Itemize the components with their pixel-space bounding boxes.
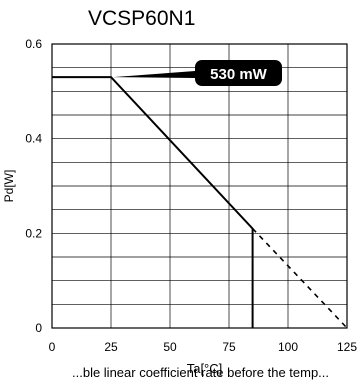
grid xyxy=(52,44,347,328)
x-ticks: 0 25 50 75 100 125 xyxy=(49,340,357,354)
x-tick-label: 125 xyxy=(337,340,357,354)
y-tick-label: 0.2 xyxy=(25,226,42,240)
callout-pointer xyxy=(113,71,195,78)
callout-box xyxy=(195,60,282,86)
annotation: 530 mW xyxy=(113,60,282,86)
series-line-solid xyxy=(52,76,254,328)
caption-fragment: ...ble linear coefficient rate before th… xyxy=(72,365,330,380)
series xyxy=(52,76,348,329)
y-tick-label: 0.6 xyxy=(25,37,42,51)
x-tick-label: 100 xyxy=(278,340,298,354)
x-tick-label: 50 xyxy=(163,340,177,354)
y-tick-label: 0 xyxy=(35,321,42,335)
y-ticks: 0 0.2 0.4 0.6 xyxy=(25,37,42,335)
callout-label: 530 mW xyxy=(210,66,268,83)
x-tick-label: 0 xyxy=(49,340,56,354)
series-line-dashed xyxy=(252,228,348,329)
x-tick-label: 25 xyxy=(104,340,118,354)
y-tick-label: 0.4 xyxy=(25,132,42,146)
plot-frame xyxy=(51,43,348,329)
x-tick-label: 75 xyxy=(222,340,236,354)
x-axis-label: Ta[°C] xyxy=(187,361,223,376)
y-axis-label: Pd[W] xyxy=(2,170,16,203)
chart-title: VCSP60N1 xyxy=(88,7,196,30)
